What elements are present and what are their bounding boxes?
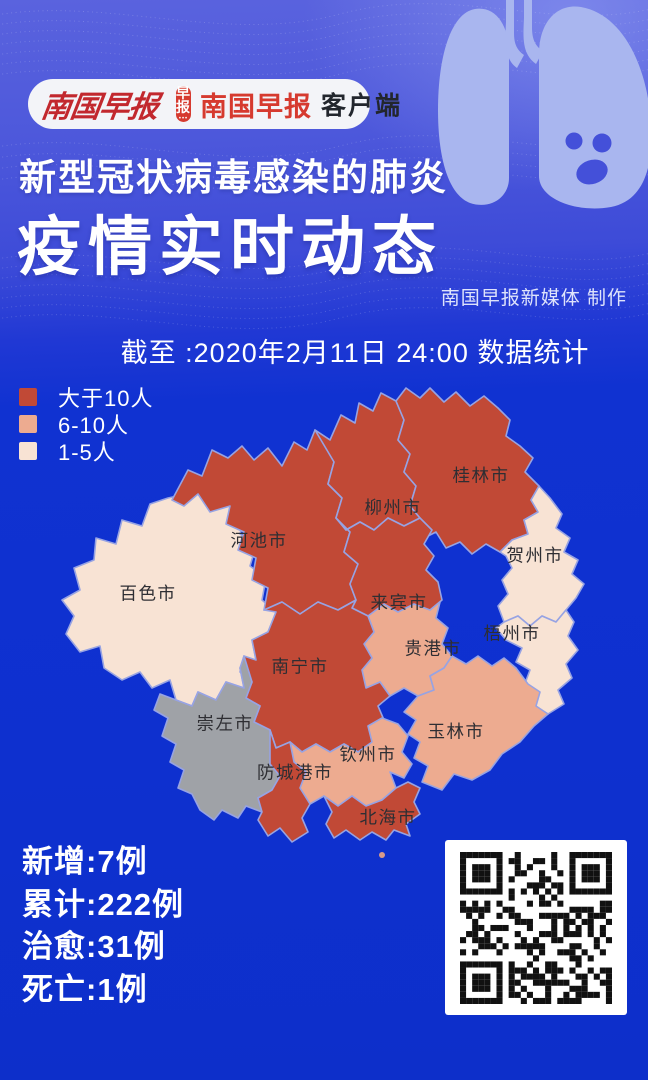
region-wuzhou — [495, 609, 579, 715]
region-laibin — [335, 517, 443, 617]
masthead-app-name: 南国早报 — [200, 91, 312, 122]
city-label-hezhou: 贺州市 — [506, 545, 564, 566]
legend-label-1-5: 1-5人 — [58, 439, 116, 465]
stat-deaths: 死亡:1例 — [22, 971, 148, 1007]
legend-row-6-10: 6-10人 — [19, 410, 153, 438]
city-label-liuzhou: 柳州市 — [364, 497, 422, 518]
city-label-guilin: 桂林市 — [452, 465, 510, 486]
region-qinzhou — [289, 717, 413, 807]
city-label-qinzhou: 钦州市 — [339, 744, 397, 765]
legend-row-gt10: 大于10人 — [19, 383, 154, 411]
region-yulin — [403, 655, 549, 791]
legend-swatch-6-10 — [19, 414, 37, 433]
city-label-yulin: 玉林市 — [427, 721, 485, 742]
stat-new: 新增:7例 — [22, 844, 148, 879]
region-fangchenggang — [257, 729, 311, 843]
city-label-hechi: 河池市 — [230, 530, 288, 551]
legend-label-gt10: 大于10人 — [58, 385, 154, 411]
data-cutoff-date: 截至 :2020年2月11日 24:00 数据统计 — [120, 338, 590, 368]
city-label-guigang: 贵港市 — [404, 638, 462, 659]
city-label-nanning: 南宁市 — [271, 656, 329, 677]
credit-line: 南国早报新媒体 制作 — [440, 288, 627, 309]
poster-subtitle: 新型冠状病毒感染的肺炎 — [19, 157, 448, 198]
qr-code-pattern — [460, 851, 612, 1004]
stat-cured: 治愈:31例 — [22, 929, 166, 964]
city-label-fangchenggang: 防城港市 — [257, 762, 333, 783]
legend-swatch-1-5 — [19, 441, 37, 460]
qr-code — [445, 840, 627, 1015]
stats-block: 新增:7例 累计:222例 治愈:31例 死亡:1例 — [22, 841, 184, 1011]
stat-cumulative: 累计:222例 — [22, 886, 185, 922]
poster-title: 疫情实时动态 — [17, 211, 443, 283]
app-icon-dots: ••• — [178, 116, 189, 122]
region-beihai — [323, 781, 421, 841]
small-island — [379, 852, 385, 858]
city-label-baise: 百色市 — [119, 583, 177, 604]
app-icon-text: 早报 — [176, 85, 191, 115]
city-label-wuzhou: 梧州市 — [483, 623, 541, 644]
legend-row-1-5: 1-5人 — [19, 437, 153, 465]
masthead-app-suffix: 客户端 — [321, 92, 403, 120]
city-label-beihai: 北海市 — [359, 807, 417, 828]
city-label-laibin: 来宾市 — [370, 592, 428, 613]
masthead-logo-pill: 南国早报 早报 ••• 南国早报 客户端 — [28, 79, 400, 129]
city-label-chongzuo: 崇左市 — [196, 713, 254, 734]
legend-swatch-gt10 — [19, 387, 37, 406]
newspaper-app-icon: 早报 ••• — [176, 86, 191, 122]
legend-label-6-10: 6-10人 — [58, 412, 130, 438]
legend: 大于10人 6-10人 1-5人 — [19, 383, 154, 465]
